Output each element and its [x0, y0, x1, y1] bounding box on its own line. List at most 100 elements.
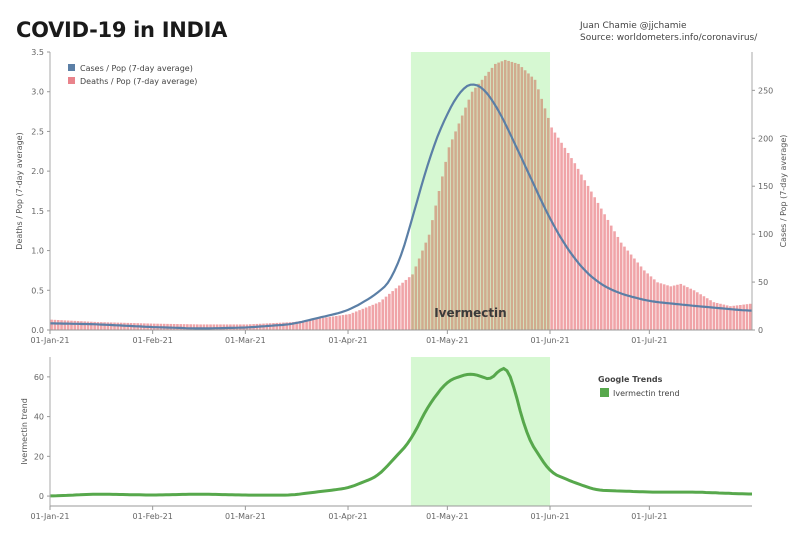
deaths-bar — [649, 276, 653, 330]
x-tick-label-bottom: 01-May-21 — [426, 512, 469, 521]
deaths-bar — [431, 220, 434, 330]
deaths-bar — [705, 298, 709, 330]
deaths-bar — [421, 250, 424, 330]
ivermectin-annotation: Ivermectin — [434, 306, 507, 320]
deaths-bar — [672, 285, 676, 330]
deaths-bar — [487, 71, 491, 330]
deaths-bar — [397, 285, 401, 330]
x-tick-label: 01-Feb-21 — [133, 336, 173, 345]
deaths-bar — [411, 274, 414, 330]
deaths-bar — [540, 98, 543, 330]
deaths-bar — [364, 307, 368, 330]
deaths-bar — [586, 185, 590, 330]
deaths-bar — [368, 306, 371, 330]
legend-swatch-cases — [68, 64, 75, 71]
deaths-bar — [735, 305, 739, 330]
deaths-bar — [374, 303, 378, 330]
deaths-bar — [86, 321, 90, 330]
y-tick-label-right: 50 — [758, 278, 768, 287]
y-tick-label-right: 0 — [758, 326, 763, 335]
legend-label-ivermectin: Ivermectin trend — [613, 389, 680, 398]
deaths-bar — [553, 132, 557, 330]
deaths-bar — [441, 176, 444, 330]
deaths-bar — [729, 306, 732, 330]
deaths-bar — [311, 319, 315, 330]
deaths-bar — [606, 219, 610, 330]
deaths-bar — [490, 67, 494, 330]
deaths-bar — [434, 205, 438, 330]
deaths-bar — [570, 158, 573, 330]
y-tick-label-left: 2.0 — [31, 167, 44, 176]
deaths-bar — [599, 208, 603, 330]
deaths-bar — [56, 320, 60, 330]
deaths-bar — [692, 290, 696, 330]
y-tick-label-left: 0.5 — [31, 286, 44, 295]
deaths-bar — [563, 147, 567, 330]
deaths-bar — [192, 324, 196, 330]
deaths-bar — [623, 246, 626, 330]
deaths-bar — [318, 318, 322, 330]
top-panel: 0.0 0.5 1.0 1.5 2.0 2.5 3.0 3.5 0 50 100 150 200 250 0… — [15, 48, 788, 345]
deaths-bar — [497, 62, 500, 330]
deaths-bar — [659, 283, 663, 330]
x-tick-label: 01-Mar-21 — [225, 336, 266, 345]
deaths-bar — [278, 322, 282, 330]
ivermectin-trend-line — [50, 366, 752, 498]
deaths-bar — [682, 285, 686, 330]
deaths-bar — [689, 288, 692, 330]
credit-block: Juan Chamie @jjchamie Source: worldomete… — [580, 20, 757, 44]
deaths-bar — [407, 277, 411, 330]
deaths-bar — [503, 59, 507, 330]
legend-label-cases: Cases / Pop (7-day average) — [80, 64, 193, 73]
deaths-bar — [732, 305, 736, 330]
x-tick-label: 01-Jun-21 — [530, 336, 569, 345]
deaths-bar — [404, 279, 408, 330]
page-title: COVID-19 in INDIA — [16, 18, 228, 42]
deaths-bar — [391, 291, 394, 330]
deaths-bar — [199, 324, 202, 330]
x-tick-label: 01-Jan-21 — [31, 336, 70, 345]
deaths-bar — [543, 108, 547, 330]
deaths-bar — [633, 258, 636, 330]
deaths-bar — [388, 293, 391, 330]
deaths-bar — [93, 321, 96, 330]
deaths-bar — [576, 168, 580, 330]
deaths-bar — [401, 282, 404, 330]
deaths-bar — [53, 319, 57, 330]
deaths-bar — [494, 63, 497, 331]
deaths-bar — [205, 324, 209, 330]
deaths-bar — [381, 299, 385, 330]
deaths-bar — [460, 115, 464, 331]
deaths-bar — [507, 60, 510, 330]
deaths-bar — [510, 61, 514, 331]
deaths-bar — [288, 322, 292, 330]
bottom-panel: 0 20 40 60 01-Jan-21 01-Feb-21 01-Mar-21 01-Apr… — [20, 357, 752, 521]
deaths-bar — [513, 62, 517, 331]
deaths-bar — [285, 322, 289, 330]
x-tick-label-bottom: 01-Apr-21 — [328, 512, 367, 521]
deaths-bar — [722, 304, 726, 330]
deaths-bar — [484, 75, 487, 330]
deaths-bar — [742, 304, 745, 330]
deaths-bar — [745, 304, 749, 330]
deaths-bar — [533, 79, 537, 330]
x-tick-label-bottom: 01-Mar-21 — [225, 512, 266, 521]
deaths-bar — [202, 324, 206, 330]
deaths-bar — [626, 250, 630, 330]
deaths-bar — [80, 321, 83, 330]
deaths-bar — [96, 322, 100, 330]
y-tick-label-bottom: 0 — [39, 492, 44, 501]
deaths-bar — [417, 258, 421, 330]
deaths-bar — [295, 321, 298, 330]
deaths-bar — [66, 320, 70, 330]
deaths-bar — [450, 139, 454, 330]
deaths-bar — [613, 231, 616, 330]
ivermectin-highlight-band — [410, 52, 551, 330]
deaths-bar — [454, 131, 457, 330]
deaths-bar — [358, 310, 361, 330]
deaths-bar — [292, 322, 295, 330]
deaths-bar — [63, 320, 67, 330]
y-tick-label-bottom: 60 — [34, 373, 44, 382]
deaths-bar — [583, 180, 587, 330]
